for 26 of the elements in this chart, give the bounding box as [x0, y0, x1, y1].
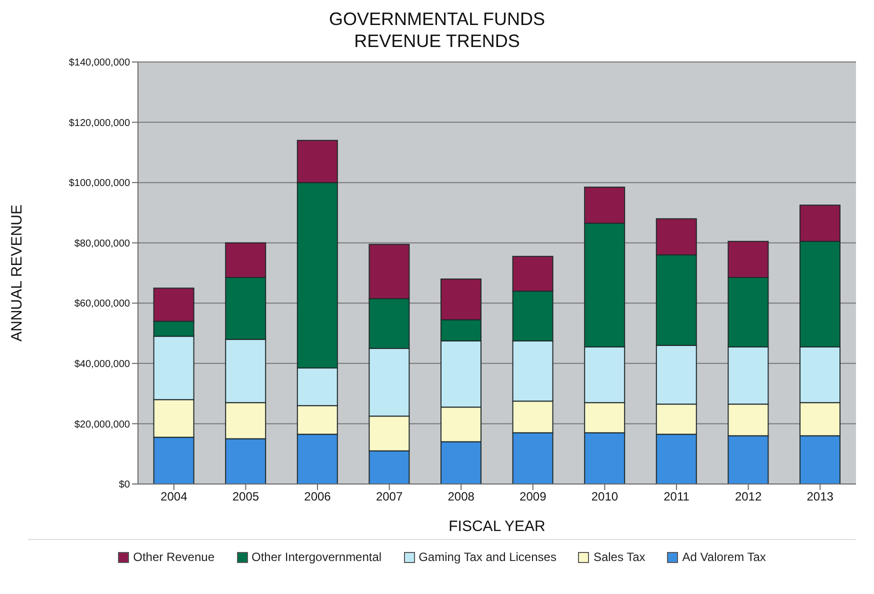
x-tick-label: 2009: [520, 490, 547, 504]
y-tick-label: $140,000,000: [68, 58, 130, 69]
legend-label: Gaming Tax and Licenses: [418, 550, 556, 564]
legend-label: Other Revenue: [133, 550, 215, 564]
y-tick-label: $20,000,000: [74, 419, 130, 430]
x-tick-label: 2010: [591, 490, 618, 504]
x-tick-label: 2012: [734, 490, 762, 504]
x-tick-label: 2011: [664, 490, 690, 504]
x-axis-title: FISCAL YEAR: [448, 518, 546, 535]
legend-label: Other Intergovernmental: [252, 550, 382, 564]
y-tick-label: $100,000,000: [68, 178, 130, 190]
x-tick-label: 2007: [376, 490, 403, 504]
x-tick-label: 2005: [232, 490, 260, 504]
legend-label: Sales Tax: [593, 550, 646, 564]
y-tick-label: $60,000,000: [74, 298, 130, 310]
chart-title: GOVERNMENTAL FUNDS REVENUE TRENDS: [328, 8, 546, 52]
x-tick-label: 2006: [304, 490, 332, 504]
x-tick-label: 2008: [448, 490, 475, 504]
y-tick-label: $40,000,000: [74, 358, 130, 370]
y-tick-label: $80,000,000: [74, 238, 130, 250]
y-tick-label: $0: [118, 480, 130, 491]
x-tick-label: 2013: [806, 490, 834, 504]
legend-label: Ad Valorem Tax: [682, 550, 766, 564]
y-tick-label: $120,000,000: [68, 118, 130, 129]
y-axis-title: ANNUAL REVENUE: [8, 204, 26, 342]
x-tick-label: 2004: [160, 490, 188, 504]
